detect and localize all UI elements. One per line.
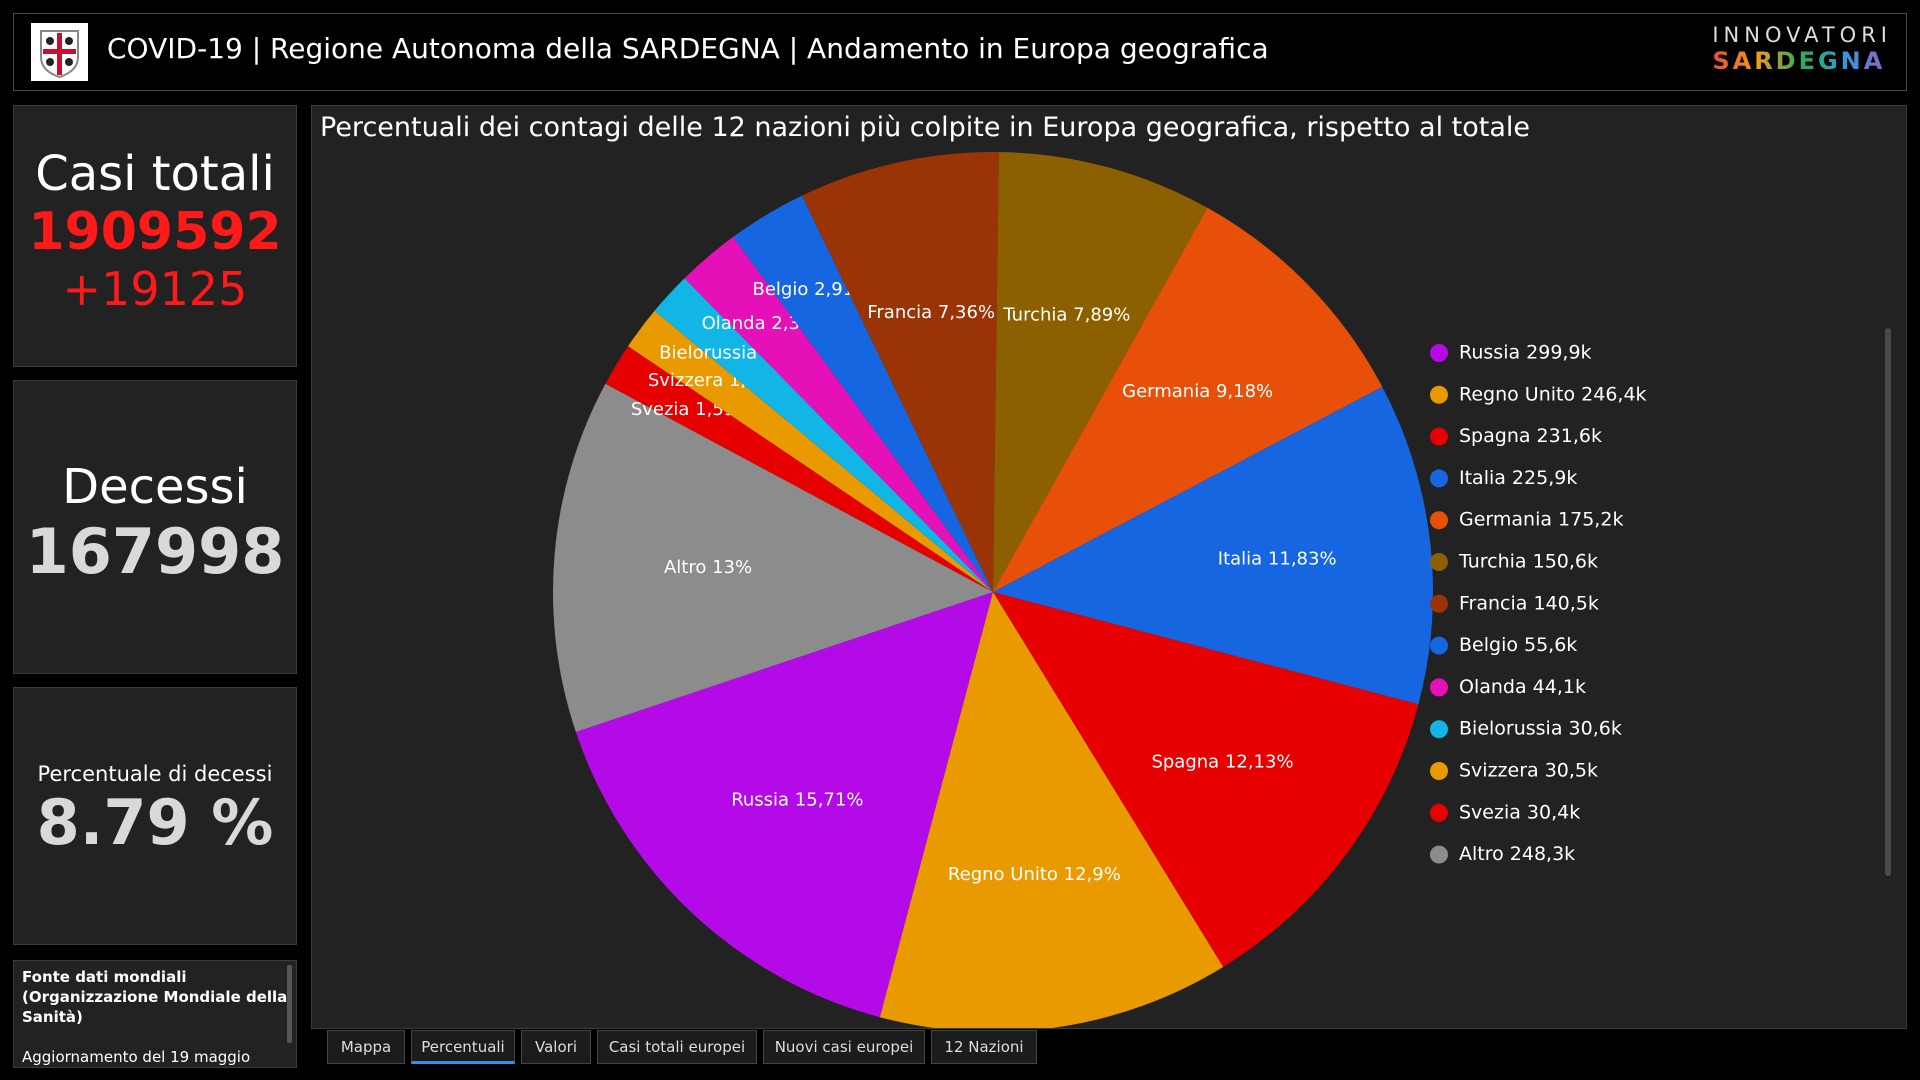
pie-slice-regno-unito[interactable]	[879, 592, 1224, 1028]
pie-slice-olanda[interactable]	[684, 236, 993, 592]
pie-slice-francia[interactable]	[802, 152, 999, 592]
death-percentage-panel: Percentuale di decessi 8.79 %	[13, 687, 297, 945]
deaths-panel: Decessi 167998	[13, 380, 297, 674]
pie-slice-altro[interactable]	[553, 383, 993, 732]
tab-mappa[interactable]: Mappa	[327, 1030, 405, 1064]
legend-marker-svezia	[1430, 803, 1448, 822]
source-update: Aggiornamento del 19 maggio	[22, 1048, 251, 1066]
total-cases-value: 1909592	[28, 202, 282, 262]
deaths-label: Decessi	[62, 459, 248, 515]
legend-item-spagna[interactable]: Spagna 231,6k	[1459, 425, 1602, 447]
legend-marker-russia	[1430, 344, 1448, 362]
legend-scrollbar[interactable]	[1885, 328, 1891, 876]
pie-label-belgio: Belgio 2,91%	[753, 279, 872, 300]
pie-slice-germania[interactable]	[993, 207, 1383, 592]
legend-marker-regno-unito	[1430, 385, 1448, 404]
pie-slice-spagna[interactable]	[993, 592, 1419, 968]
total-cases-label: Casi totali	[35, 146, 275, 202]
tab-12-nazioni[interactable]: 12 Nazioni	[931, 1030, 1037, 1064]
legend-marker-germania	[1430, 511, 1448, 530]
pie-label-spagna: Spagna 12,13%	[1151, 752, 1293, 773]
sardinia-flag-logo	[31, 23, 88, 81]
pie-label-turchia: Turchia 7,89%	[1002, 305, 1130, 326]
legend-item-italia[interactable]: Italia 225,9k	[1459, 467, 1577, 489]
brand-bottom-text: SARDEGNA	[1712, 47, 1892, 75]
legend-marker-italia	[1430, 469, 1448, 488]
legend-marker-bielorussia	[1430, 720, 1448, 739]
legend-item-belgio[interactable]: Belgio 55,6k	[1459, 634, 1577, 656]
legend-item-svezia[interactable]: Svezia 30,4k	[1459, 801, 1580, 823]
legend-item-svizzera[interactable]: Svizzera 30,5k	[1459, 760, 1598, 782]
legend-item-olanda[interactable]: Olanda 44,1k	[1459, 676, 1586, 698]
tab-nuovi-casi-europei[interactable]: Nuovi casi europei	[763, 1030, 925, 1064]
page-title: COVID-19 | Regione Autonoma della SARDEG…	[107, 32, 1269, 65]
death-percentage-label: Percentuale di decessi	[37, 762, 273, 786]
pie-label-altro: Altro 13%	[664, 557, 752, 578]
tab-percentuali[interactable]: Percentuali	[411, 1030, 515, 1064]
chart-title: Percentuali dei contagi delle 12 nazioni…	[320, 112, 1531, 143]
legend-item-regno-unito[interactable]: Regno Unito 246,4k	[1459, 383, 1647, 405]
tab-valori[interactable]: Valori	[521, 1030, 591, 1064]
legend-marker-turchia	[1430, 553, 1448, 571]
legend-item-germania[interactable]: Germania 175,2k	[1459, 509, 1623, 531]
legend-item-russia[interactable]: Russia 299,9k	[1459, 342, 1592, 364]
legend-item-altro[interactable]: Altro 248,3k	[1459, 843, 1575, 865]
legend-marker-altro	[1430, 845, 1448, 864]
legend-item-francia[interactable]: Francia 140,5k	[1459, 592, 1599, 614]
legend-marker-olanda	[1430, 678, 1448, 697]
pie-slice-svezia[interactable]	[605, 346, 993, 592]
pie-slice-italia[interactable]	[993, 386, 1433, 705]
legend-marker-spagna	[1430, 427, 1448, 446]
pie-slice-russia[interactable]	[575, 592, 993, 1018]
pie-slice-svizzera[interactable]	[628, 310, 993, 592]
total-cases-panel: Casi totali 1909592 +19125	[13, 105, 297, 367]
pie-slice-turchia[interactable]	[993, 152, 1208, 592]
brand-top-text: INNOVATORI	[1712, 23, 1892, 47]
legend-marker-belgio	[1430, 636, 1448, 655]
legend-marker-svizzera	[1430, 762, 1448, 780]
source-panel[interactable]: Fonte dati mondiali (Organizzazione Mond…	[13, 960, 297, 1068]
tab-casi-totali-europei[interactable]: Casi totali europei	[597, 1030, 757, 1064]
pie-slice-bielorussia[interactable]	[654, 278, 993, 592]
legend-item-bielorussia[interactable]: Bielorussia 30,6k	[1459, 718, 1622, 740]
pie-label-italia: Italia 11,83%	[1218, 549, 1337, 570]
pie-label-francia: Francia 7,36%	[867, 302, 995, 323]
source-title: Fonte dati mondiali (Organizzazione Mond…	[22, 968, 288, 1026]
deaths-value: 167998	[25, 515, 285, 588]
pie-label-regno-unito: Regno Unito 12,9%	[948, 864, 1121, 885]
header-bar: COVID-19 | Regione Autonoma della SARDEG…	[13, 13, 1907, 91]
pie-label-germania: Germania 9,18%	[1122, 381, 1273, 402]
death-percentage-value: 8.79 %	[36, 786, 274, 859]
legend-item-turchia[interactable]: Turchia 150,6k	[1458, 551, 1598, 573]
legend-marker-francia	[1430, 594, 1448, 613]
pie-slice-belgio[interactable]	[733, 195, 993, 592]
innovatori-sardegna-logo: INNOVATORI SARDEGNA	[1712, 23, 1892, 75]
pie-chart: Russia 15,71%Altro 13%Svezia 1,59%Svizze…	[553, 152, 1647, 1028]
pie-chart-panel: Percentuali dei contagi delle 12 nazioni…	[311, 105, 1907, 1029]
source-scrollbar[interactable]	[287, 965, 292, 1043]
pie-label-russia: Russia 15,71%	[731, 790, 863, 811]
total-cases-delta: +19125	[62, 262, 248, 316]
